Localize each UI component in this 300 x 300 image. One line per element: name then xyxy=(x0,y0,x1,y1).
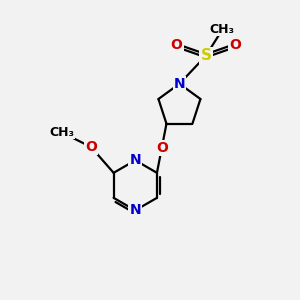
Text: O: O xyxy=(171,38,182,52)
Text: N: N xyxy=(130,203,141,218)
Text: N: N xyxy=(174,77,185,91)
Text: CH₃: CH₃ xyxy=(50,126,75,139)
Text: N: N xyxy=(130,153,141,167)
Text: CH₃: CH₃ xyxy=(210,23,235,36)
Text: S: S xyxy=(200,48,211,63)
Text: O: O xyxy=(156,141,168,155)
Text: O: O xyxy=(85,140,97,154)
Text: O: O xyxy=(230,38,241,52)
